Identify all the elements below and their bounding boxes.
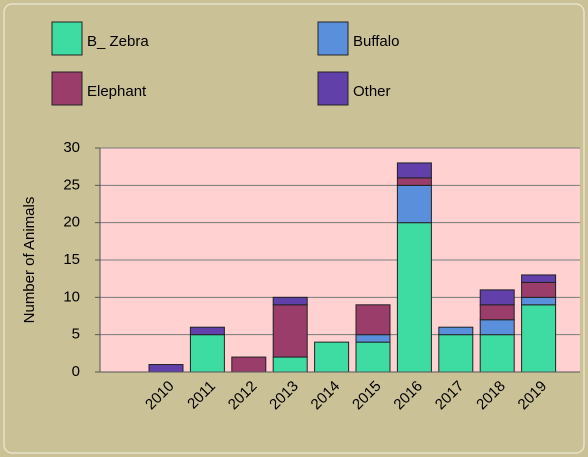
bar-segment (396, 162, 432, 179)
legend-label: Elephant (87, 83, 147, 100)
bar-segment (438, 326, 474, 336)
y-axis-label: Number of Animals (21, 197, 38, 324)
legend-swatch (317, 21, 349, 56)
legend-label: Other (353, 83, 391, 100)
bar-segment (148, 364, 184, 373)
bar-segment (438, 334, 474, 373)
bar-segment (521, 296, 557, 306)
bar-segment (272, 304, 308, 358)
bar-segment (355, 341, 391, 373)
bar-segment (272, 356, 308, 373)
bar-segment (396, 184, 432, 224)
legend-swatch (51, 71, 83, 106)
bar-segment (479, 334, 515, 373)
bar-segment (189, 326, 225, 336)
bar-segment (521, 281, 557, 298)
frame (3, 3, 585, 454)
bar-segment (189, 334, 225, 373)
y-tick-label: 15 (63, 251, 80, 268)
bar-segment (272, 296, 308, 306)
legend-label: Buffalo (353, 33, 399, 50)
bar-segment (479, 289, 515, 306)
y-tick-label: 10 (63, 288, 80, 305)
bar-segment (231, 356, 267, 373)
y-tick-label: 0 (72, 363, 80, 380)
bar-segment (479, 304, 515, 321)
y-tick-label: 5 (72, 326, 80, 343)
y-tick-label: 25 (63, 176, 80, 193)
legend-swatch (317, 71, 349, 106)
legend-label: B_ Zebra (87, 33, 149, 50)
y-tick-label: 30 (63, 139, 80, 156)
bar-segment (521, 274, 557, 283)
legend-swatch (51, 21, 83, 56)
bar-segment (521, 304, 557, 373)
bar-segment (355, 304, 391, 336)
bar-segment (314, 341, 350, 373)
y-tick-label: 20 (63, 214, 80, 231)
bar-segment (396, 177, 432, 186)
bar-segment (479, 319, 515, 336)
bar-segment (396, 222, 432, 373)
bar-segment (355, 334, 391, 343)
